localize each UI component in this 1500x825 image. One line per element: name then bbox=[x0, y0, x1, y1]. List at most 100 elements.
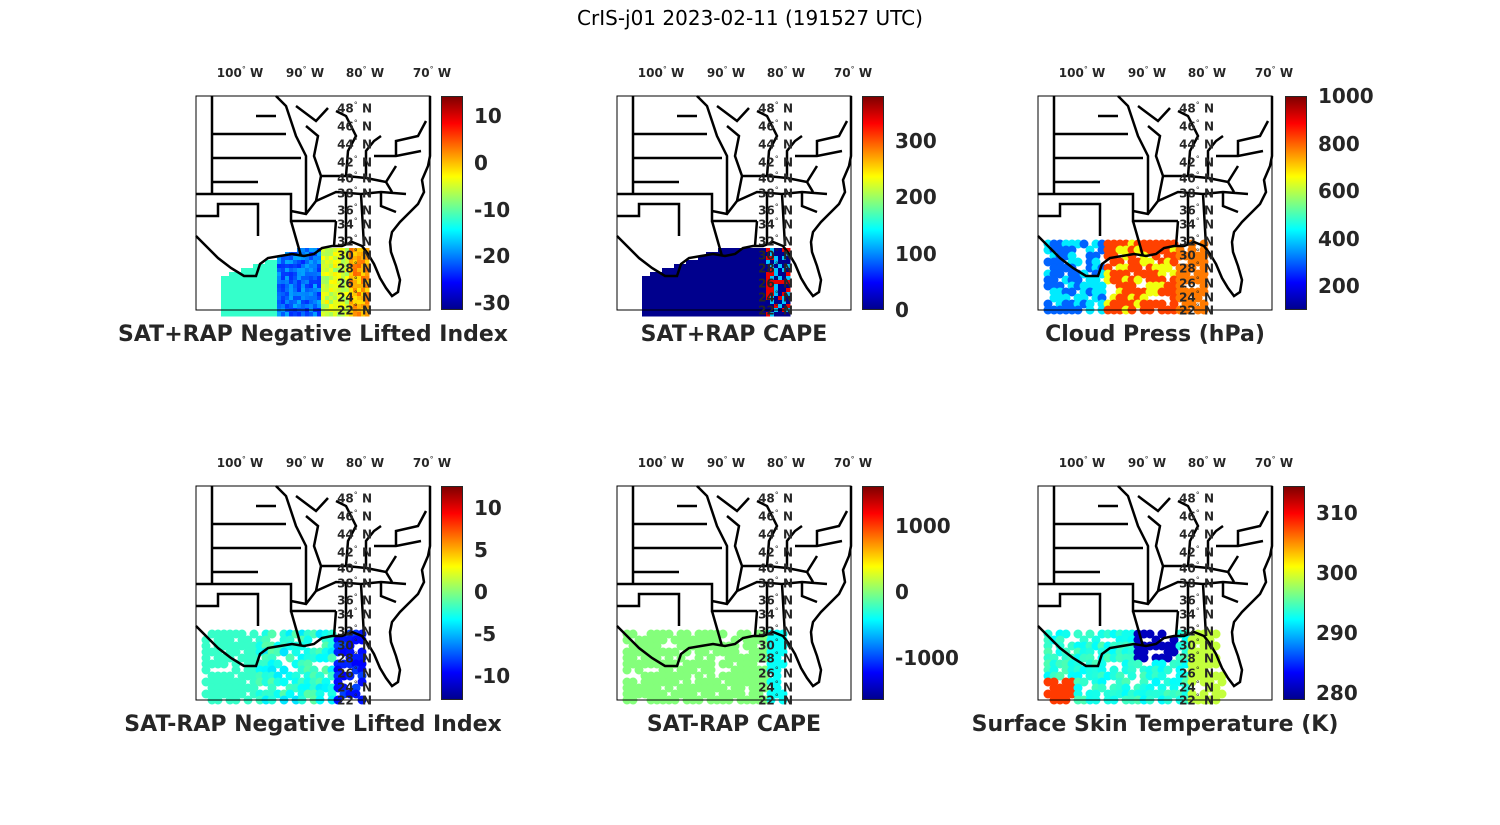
data-cell bbox=[774, 284, 779, 289]
data-cell bbox=[774, 272, 779, 277]
data-cell bbox=[782, 296, 787, 301]
data-cell bbox=[742, 296, 747, 301]
data-cell bbox=[285, 300, 290, 305]
data-cell bbox=[233, 280, 238, 285]
data-cell bbox=[642, 292, 647, 297]
data-cell bbox=[654, 284, 659, 289]
data-cell bbox=[325, 288, 330, 293]
data-cell bbox=[650, 276, 655, 281]
data-cell bbox=[774, 300, 779, 305]
data-cell bbox=[662, 300, 667, 305]
data-point bbox=[303, 635, 313, 645]
data-cell bbox=[658, 312, 663, 317]
data-cell bbox=[305, 292, 310, 297]
data-cell bbox=[674, 296, 679, 301]
data-cell bbox=[365, 292, 370, 297]
data-cell bbox=[341, 280, 346, 285]
data-cell bbox=[265, 284, 270, 289]
data-cell bbox=[257, 284, 262, 289]
data-cell bbox=[770, 288, 775, 293]
data-cell bbox=[770, 252, 775, 257]
colorbar-tick-label: 200 bbox=[895, 185, 937, 210]
data-cell bbox=[726, 304, 731, 309]
data-cell bbox=[706, 304, 711, 309]
data-cell bbox=[710, 260, 715, 265]
data-cell bbox=[718, 272, 723, 277]
data-cell bbox=[734, 280, 739, 285]
data-cell bbox=[309, 256, 314, 261]
data-cell bbox=[658, 300, 663, 305]
data-cell bbox=[317, 288, 322, 293]
data-cell bbox=[365, 268, 370, 273]
data-cell bbox=[710, 292, 715, 297]
data-cell bbox=[345, 248, 350, 253]
data-cell bbox=[341, 252, 346, 257]
data-cell bbox=[317, 296, 322, 301]
data-cell bbox=[774, 296, 779, 301]
data-cell bbox=[662, 288, 667, 293]
data-cell bbox=[301, 272, 306, 277]
data-point bbox=[778, 659, 788, 669]
data-cell bbox=[337, 300, 342, 305]
data-cell bbox=[365, 280, 370, 285]
data-cell bbox=[349, 248, 354, 253]
colorbar-tick-label: 290 bbox=[1316, 620, 1358, 645]
data-cell bbox=[742, 292, 747, 297]
data-cell bbox=[329, 284, 334, 289]
data-cell bbox=[762, 296, 767, 301]
data-cell bbox=[734, 248, 739, 253]
data-cell bbox=[269, 284, 274, 289]
data-cell bbox=[229, 272, 234, 277]
data-cell bbox=[714, 276, 719, 281]
data-cell bbox=[674, 268, 679, 273]
latitude-label: 46° N bbox=[758, 508, 793, 524]
data-cell bbox=[313, 268, 318, 273]
data-cell bbox=[317, 280, 322, 285]
data-cell bbox=[233, 284, 238, 289]
data-cell bbox=[646, 276, 651, 281]
data-cell bbox=[229, 288, 234, 293]
data-cell bbox=[734, 276, 739, 281]
panel-title: SAT-RAP CAPE bbox=[646, 712, 822, 737]
data-cell bbox=[297, 280, 302, 285]
latitude-label: 34° N bbox=[1179, 216, 1214, 232]
data-cell bbox=[309, 260, 314, 265]
data-point bbox=[724, 659, 734, 669]
data-cell bbox=[349, 256, 354, 261]
data-cell bbox=[686, 312, 691, 317]
data-cell bbox=[313, 300, 318, 305]
data-point bbox=[351, 689, 361, 699]
data-cell bbox=[349, 260, 354, 265]
data-cell bbox=[710, 300, 715, 305]
data-cell bbox=[285, 284, 290, 289]
colorbar-tick-label: 300 bbox=[1316, 560, 1358, 585]
data-cell bbox=[329, 292, 334, 297]
map-panel-3: 1000 800 600 400 200 100° W 90° W 80° W 70° W 48°… bbox=[1036, 65, 1458, 356]
latitude-label: 22° N bbox=[1179, 692, 1214, 708]
data-cell bbox=[642, 288, 647, 293]
data-cell bbox=[706, 300, 711, 305]
latitude-label: 26° N bbox=[1179, 665, 1214, 681]
data-cell bbox=[289, 280, 294, 285]
data-cell bbox=[778, 248, 783, 253]
data-cell bbox=[349, 252, 354, 257]
data-cell bbox=[249, 276, 254, 281]
data-cell bbox=[758, 264, 763, 269]
data-cell bbox=[317, 284, 322, 289]
data-cell bbox=[297, 272, 302, 277]
data-cell bbox=[778, 272, 783, 277]
latitude-label: 24° N bbox=[1179, 679, 1214, 695]
data-cell bbox=[738, 288, 743, 293]
data-point bbox=[285, 653, 295, 663]
data-cell bbox=[361, 312, 366, 317]
data-cell bbox=[686, 260, 691, 265]
data-cell bbox=[722, 264, 727, 269]
data-cell bbox=[734, 288, 739, 293]
data-cell bbox=[654, 312, 659, 317]
data-cell bbox=[746, 256, 751, 261]
data-cell bbox=[702, 296, 707, 301]
data-cell bbox=[325, 260, 330, 265]
data-cell bbox=[241, 268, 246, 273]
data-cell bbox=[778, 252, 783, 257]
data-cell bbox=[261, 284, 266, 289]
